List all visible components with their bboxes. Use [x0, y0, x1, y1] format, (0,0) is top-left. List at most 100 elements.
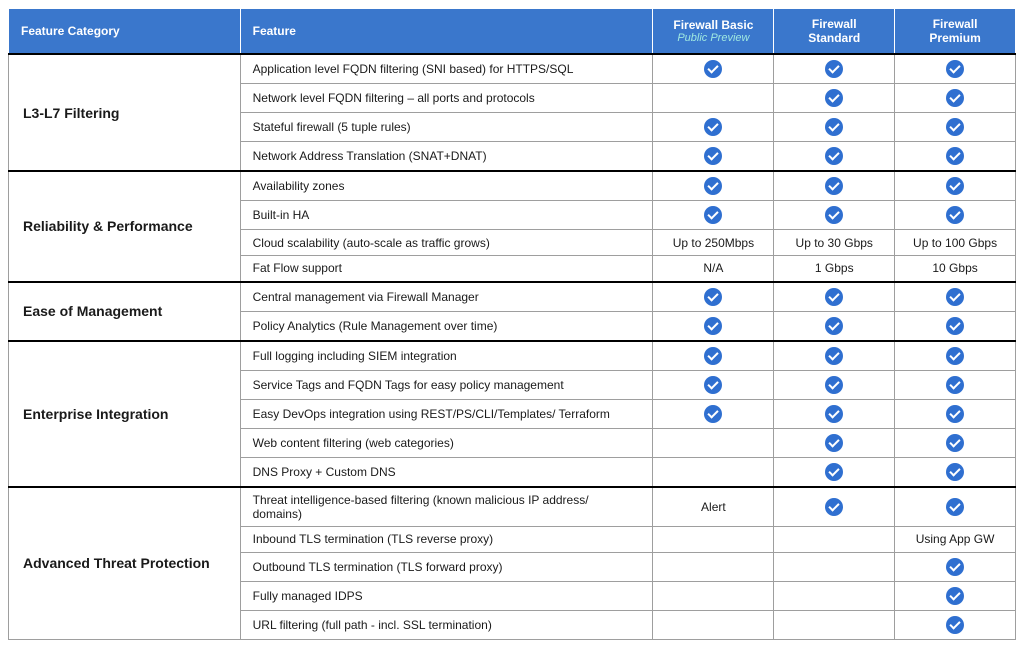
- check-icon: [946, 60, 964, 78]
- header-premium-title: Firewall Premium: [929, 17, 980, 45]
- feature-cell: Stateful firewall (5 tuple rules): [240, 113, 653, 142]
- table-row: Ease of ManagementCentral management via…: [9, 282, 1016, 312]
- feature-cell: Network Address Translation (SNAT+DNAT): [240, 142, 653, 172]
- value-cell-standard: [774, 171, 895, 201]
- value-cell-premium: [895, 282, 1016, 312]
- table-row: Enterprise IntegrationFull logging inclu…: [9, 341, 1016, 371]
- value-cell-premium: [895, 610, 1016, 639]
- value-cell-basic: [653, 610, 774, 639]
- value-cell-standard: [774, 142, 895, 172]
- check-icon: [825, 405, 843, 423]
- value-cell-standard: [774, 54, 895, 84]
- table-row: L3-L7 FilteringApplication level FQDN fi…: [9, 54, 1016, 84]
- header-standard-title: Firewall Standard: [808, 17, 860, 45]
- value-cell-basic: [653, 84, 774, 113]
- feature-cell: Fat Flow support: [240, 256, 653, 282]
- value-cell-premium: [895, 171, 1016, 201]
- value-cell-standard: [774, 526, 895, 552]
- check-icon: [704, 60, 722, 78]
- check-icon: [825, 347, 843, 365]
- feature-cell: Threat intelligence-based filtering (kno…: [240, 487, 653, 527]
- value-cell-standard: [774, 610, 895, 639]
- check-icon: [946, 616, 964, 634]
- value-cell-standard: Up to 30 Gbps: [774, 230, 895, 256]
- value-cell-standard: [774, 311, 895, 341]
- value-cell-basic: [653, 552, 774, 581]
- check-icon: [946, 89, 964, 107]
- check-icon: [946, 147, 964, 165]
- check-icon: [946, 347, 964, 365]
- header-category: Feature Category: [9, 9, 241, 55]
- feature-cell: Fully managed IDPS: [240, 581, 653, 610]
- value-cell-standard: [774, 428, 895, 457]
- value-cell-standard: [774, 457, 895, 487]
- check-icon: [946, 288, 964, 306]
- check-icon: [704, 317, 722, 335]
- value-cell-premium: Up to 100 Gbps: [895, 230, 1016, 256]
- feature-cell: Service Tags and FQDN Tags for easy poli…: [240, 370, 653, 399]
- check-icon: [825, 376, 843, 394]
- value-cell-basic: [653, 457, 774, 487]
- value-cell-standard: [774, 282, 895, 312]
- check-icon: [825, 434, 843, 452]
- value-cell-premium: [895, 142, 1016, 172]
- header-standard: Firewall Standard: [774, 9, 895, 55]
- header-basic: Firewall Basic Public Preview: [653, 9, 774, 55]
- category-cell: L3-L7 Filtering: [9, 54, 241, 171]
- check-icon: [946, 405, 964, 423]
- check-icon: [704, 177, 722, 195]
- header-basic-subtitle: Public Preview: [665, 32, 761, 44]
- value-cell-premium: [895, 399, 1016, 428]
- value-cell-premium: [895, 201, 1016, 230]
- check-icon: [825, 463, 843, 481]
- check-icon: [825, 498, 843, 516]
- value-cell-premium: [895, 487, 1016, 527]
- value-cell-basic: [653, 526, 774, 552]
- check-icon: [704, 118, 722, 136]
- value-cell-basic: [653, 399, 774, 428]
- check-icon: [946, 463, 964, 481]
- table-header-row: Feature Category Feature Firewall Basic …: [9, 9, 1016, 55]
- value-cell-standard: 1 Gbps: [774, 256, 895, 282]
- check-icon: [946, 118, 964, 136]
- check-icon: [825, 288, 843, 306]
- value-cell-basic: [653, 282, 774, 312]
- value-cell-premium: [895, 581, 1016, 610]
- value-cell-standard: [774, 113, 895, 142]
- value-cell-basic: [653, 428, 774, 457]
- value-cell-standard: [774, 84, 895, 113]
- value-cell-basic: Up to 250Mbps: [653, 230, 774, 256]
- table-row: Reliability & PerformanceAvailability zo…: [9, 171, 1016, 201]
- feature-cell: Web content filtering (web categories): [240, 428, 653, 457]
- check-icon: [825, 118, 843, 136]
- value-cell-premium: [895, 370, 1016, 399]
- value-cell-premium: [895, 113, 1016, 142]
- category-cell: Ease of Management: [9, 282, 241, 341]
- feature-cell: Outbound TLS termination (TLS forward pr…: [240, 552, 653, 581]
- feature-cell: DNS Proxy + Custom DNS: [240, 457, 653, 487]
- feature-cell: Cloud scalability (auto-scale as traffic…: [240, 230, 653, 256]
- value-cell-basic: [653, 142, 774, 172]
- value-cell-standard: [774, 201, 895, 230]
- check-icon: [946, 434, 964, 452]
- check-icon: [704, 376, 722, 394]
- check-icon: [946, 498, 964, 516]
- value-cell-basic: [653, 201, 774, 230]
- check-icon: [946, 587, 964, 605]
- value-cell-basic: [653, 113, 774, 142]
- check-icon: [704, 206, 722, 224]
- feature-cell: Easy DevOps integration using REST/PS/CL…: [240, 399, 653, 428]
- check-icon: [704, 405, 722, 423]
- category-cell: Enterprise Integration: [9, 341, 241, 487]
- header-basic-title: Firewall Basic: [673, 18, 753, 32]
- feature-cell: Policy Analytics (Rule Management over t…: [240, 311, 653, 341]
- check-icon: [946, 177, 964, 195]
- category-cell: Reliability & Performance: [9, 171, 241, 282]
- value-cell-basic: Alert: [653, 487, 774, 527]
- value-cell-premium: [895, 428, 1016, 457]
- feature-cell: Availability zones: [240, 171, 653, 201]
- value-cell-standard: [774, 581, 895, 610]
- check-icon: [825, 60, 843, 78]
- value-cell-premium: [895, 552, 1016, 581]
- value-cell-standard: [774, 370, 895, 399]
